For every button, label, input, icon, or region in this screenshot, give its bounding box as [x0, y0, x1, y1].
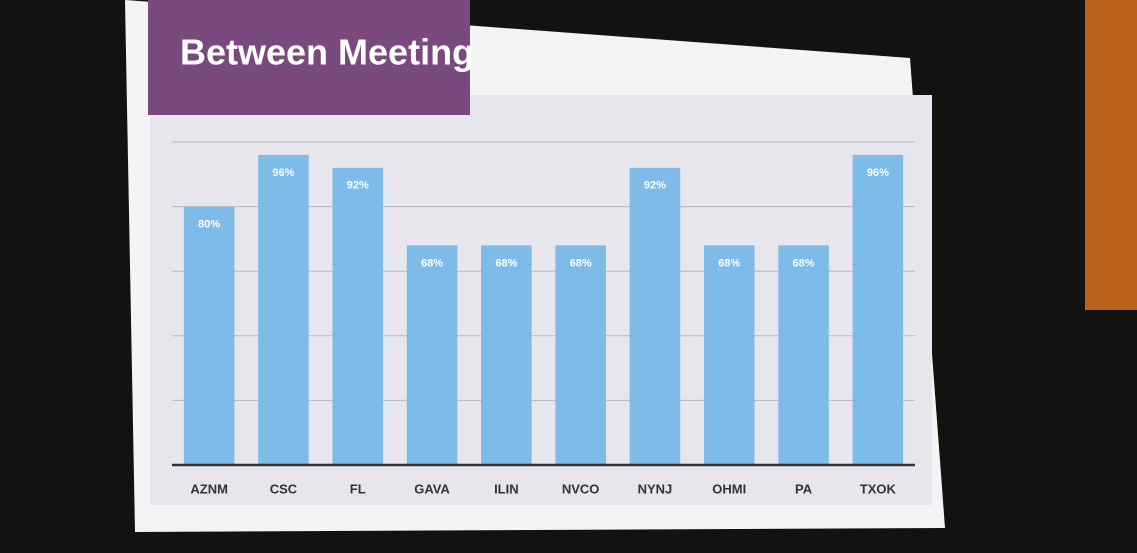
value-label: 68% [718, 257, 740, 269]
x-tick-label: AZNM [190, 481, 228, 496]
x-tick-label: OHMI [712, 481, 746, 496]
x-tick-label: ILIN [494, 481, 519, 496]
x-tick-label: PA [795, 481, 813, 496]
bar [703, 245, 755, 465]
wall [1085, 0, 1137, 310]
x-tick-label: NVCO [562, 481, 600, 496]
x-tick-label: FL [350, 481, 366, 496]
x-tick-label: GAVA [414, 481, 450, 496]
bar [852, 154, 904, 466]
value-label: 96% [867, 167, 889, 179]
title-box [148, 0, 470, 115]
value-label: 92% [644, 180, 666, 192]
value-label: 68% [495, 257, 517, 269]
bar [778, 245, 829, 465]
bar [332, 167, 384, 465]
bar [629, 167, 681, 465]
value-label: 96% [272, 167, 294, 179]
value-label: 68% [570, 257, 592, 269]
bar [183, 206, 235, 465]
x-tick-label: NYNJ [638, 481, 673, 496]
bar [555, 245, 606, 465]
value-label: 92% [347, 180, 369, 192]
bar [406, 245, 458, 465]
bar [481, 245, 532, 465]
x-tick-label: TXOK [860, 481, 897, 496]
value-label: 80% [198, 219, 220, 231]
value-label: 68% [421, 257, 443, 269]
value-label: 68% [793, 257, 815, 269]
bar [258, 154, 309, 466]
x-tick-label: CSC [270, 481, 298, 496]
chart-title: Between Meeting [180, 32, 474, 73]
